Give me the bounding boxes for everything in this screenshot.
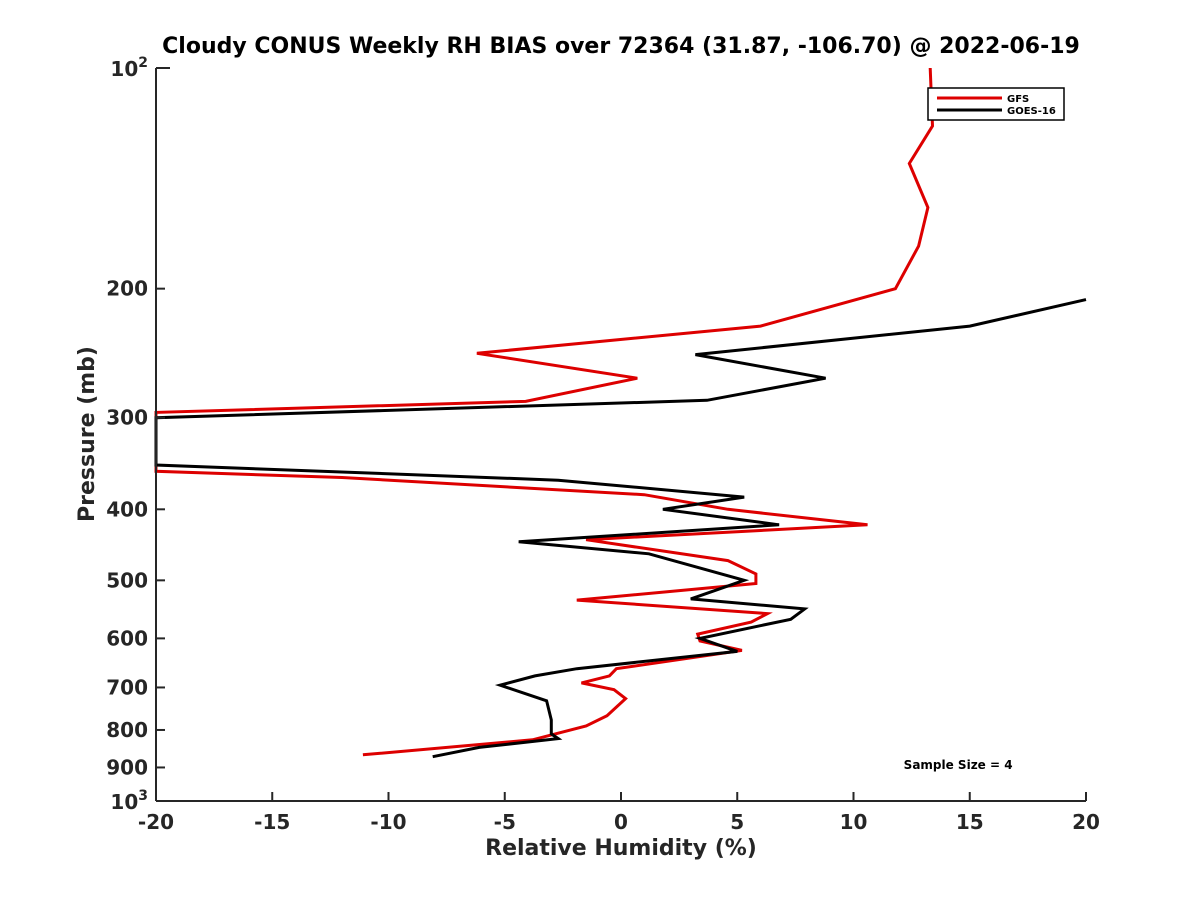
annotation-sample-size: Sample Size = 4 <box>904 758 1013 772</box>
series-line-goes-16 <box>154 298 1087 759</box>
x-tick-label: -5 <box>494 810 516 834</box>
x-axis-ticks: -20 -15 -10 -5 0 5 10 15 20 <box>138 792 1100 834</box>
y-major-tick-exponent: 3 <box>138 788 148 804</box>
x-tick-label: 0 <box>614 810 628 834</box>
y-major-tick-label: 103 <box>110 788 148 814</box>
x-tick-label: 5 <box>730 810 744 834</box>
y-tick-label: 500 <box>106 568 148 592</box>
y-tick-label: 900 <box>106 755 148 779</box>
y-tick-label: 700 <box>106 675 148 699</box>
y-axis-label: Pressure (mb) <box>75 346 100 522</box>
x-tick-label: -15 <box>254 810 290 834</box>
x-axis-label: Relative Humidity (%) <box>485 836 757 861</box>
x-tick-label: 20 <box>1072 810 1100 834</box>
y-tick-label: 200 <box>106 277 148 301</box>
y-major-tick-label: 102 <box>110 55 148 81</box>
x-tick-label: -20 <box>138 810 174 834</box>
x-tick-label: -10 <box>370 810 406 834</box>
y-tick-label: 400 <box>106 497 148 521</box>
y-tick-label: 600 <box>106 626 148 650</box>
legend-label-goes-16: GOES-16 <box>1007 106 1056 117</box>
x-tick-label: 15 <box>956 810 984 834</box>
legend-box <box>927 87 1065 121</box>
y-major-tick-exponent: 2 <box>138 55 148 71</box>
chart-title: Cloudy CONUS Weekly RH BIAS over 72364 (… <box>162 34 1080 59</box>
y-tick-label: 300 <box>106 406 148 430</box>
legend: GFS GOES-16 <box>927 87 1065 121</box>
y-major-tick-base: 10 <box>110 790 138 814</box>
plot-area-background <box>156 68 1086 801</box>
y-tick-label: 800 <box>106 718 148 742</box>
y-major-tick-base: 10 <box>110 57 138 81</box>
x-tick-label: 10 <box>840 810 868 834</box>
series-layer <box>154 67 1087 759</box>
series-line-gfs <box>154 67 935 757</box>
legend-label-gfs: GFS <box>1007 94 1029 105</box>
